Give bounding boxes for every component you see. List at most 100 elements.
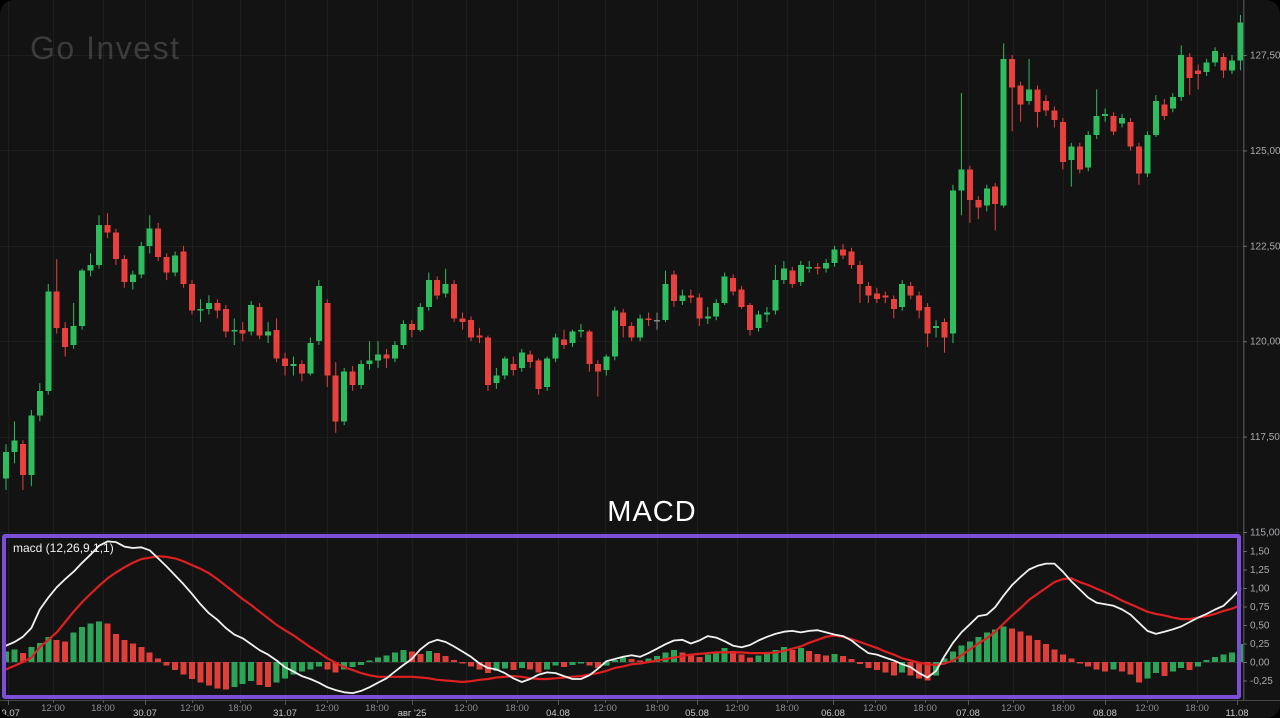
macd-histogram-bar bbox=[1127, 662, 1134, 675]
candle-body bbox=[1034, 89, 1041, 113]
macd-histogram-bar bbox=[163, 662, 170, 666]
macd-histogram-bar bbox=[1085, 662, 1092, 667]
macd-histogram-bar bbox=[577, 662, 584, 664]
macd-histogram-bar bbox=[654, 656, 661, 662]
macd-histogram-bar bbox=[349, 662, 356, 668]
time-axis-label: 07.08 bbox=[956, 708, 980, 718]
macd-histogram-bar bbox=[501, 662, 508, 669]
candle-body bbox=[958, 169, 965, 191]
candle-body bbox=[1144, 135, 1151, 174]
macd-axis-label: -0,25 bbox=[1250, 676, 1273, 687]
macd-histogram-bar bbox=[1026, 635, 1033, 662]
macd-histogram-bar bbox=[28, 647, 35, 662]
macd-axis-label: 1,25 bbox=[1250, 565, 1270, 576]
macd-histogram-bar bbox=[1051, 649, 1058, 662]
price-axis-label: 125,00 bbox=[1250, 146, 1280, 157]
macd-histogram-bar bbox=[738, 654, 745, 662]
time-axis-label: 18:00 bbox=[365, 703, 389, 714]
macd-histogram-bar bbox=[662, 652, 669, 662]
candle-body bbox=[36, 390, 43, 416]
time-axis-label: 12:00 bbox=[315, 703, 339, 714]
macd-histogram-bar bbox=[332, 662, 339, 673]
candle-body bbox=[19, 444, 26, 475]
macd-histogram-bar bbox=[205, 662, 212, 686]
macd-histogram-bar bbox=[96, 621, 103, 662]
macd-histogram-bar bbox=[1034, 639, 1041, 662]
macd-histogram-bar bbox=[1068, 658, 1075, 662]
macd-histogram-bar bbox=[468, 662, 475, 667]
candle-body bbox=[425, 280, 432, 307]
candle-body bbox=[941, 322, 948, 338]
grid-lines bbox=[0, 0, 1243, 700]
macd-histogram-bar bbox=[831, 653, 838, 662]
candle-body bbox=[3, 451, 9, 479]
candle-body bbox=[797, 264, 804, 283]
candle-body bbox=[738, 289, 745, 307]
candle-body bbox=[527, 354, 534, 363]
candle-body bbox=[789, 270, 796, 284]
time-axis[interactable]: 29.07 12:00 18:00 30.07 12:00 18:00 31.07 12:00… bbox=[0, 700, 1249, 718]
candle-body bbox=[1042, 100, 1049, 111]
candle-body bbox=[763, 312, 770, 315]
macd-histogram-bar bbox=[231, 662, 238, 688]
candle-body bbox=[662, 283, 669, 321]
macd-histogram-bar bbox=[155, 658, 162, 662]
macd-histogram-bar bbox=[772, 650, 779, 662]
macd-histogram-bar bbox=[916, 662, 923, 679]
candle-body bbox=[442, 283, 449, 294]
candle-body bbox=[831, 249, 838, 263]
candle-body bbox=[975, 200, 982, 208]
candle-body bbox=[324, 303, 331, 376]
candle-body bbox=[400, 324, 407, 346]
macd-histogram-bar bbox=[265, 662, 272, 688]
macd-histogram-bar bbox=[594, 662, 601, 668]
candle-body bbox=[349, 371, 356, 386]
macd-histogram-bar bbox=[527, 662, 534, 670]
price-axis[interactable]: 127,50 125,00 122,50 120,00 117,50 115,00 bbox=[1243, 51, 1280, 539]
macd-axis-label: 1,50 bbox=[1250, 547, 1270, 558]
macd-histogram-bar bbox=[933, 662, 940, 676]
macd-histogram-bar bbox=[747, 657, 754, 662]
macd-panel bbox=[2, 540, 1243, 694]
macd-axis-label: 0,50 bbox=[1250, 621, 1270, 632]
macd-histogram-bar bbox=[687, 654, 694, 662]
candle-body bbox=[916, 295, 923, 311]
macd-histogram-bar bbox=[112, 633, 119, 662]
price-axis-label: 120,00 bbox=[1250, 337, 1280, 348]
candle-body bbox=[654, 320, 661, 322]
macd-histogram-bar bbox=[1178, 662, 1185, 668]
candle-body bbox=[172, 255, 179, 273]
candle-body bbox=[163, 257, 170, 273]
macd-histogram-bar bbox=[992, 629, 999, 662]
candle-body bbox=[189, 283, 196, 311]
candle-body bbox=[484, 337, 491, 386]
macd-histogram-bar bbox=[248, 662, 255, 682]
time-axis-label: 18:00 bbox=[91, 703, 115, 714]
macd-histogram-bar bbox=[958, 645, 965, 662]
candle-body bbox=[1178, 55, 1185, 97]
macd-histogram-bar bbox=[873, 662, 880, 671]
time-axis-label: 12:00 bbox=[41, 703, 65, 714]
candle-body bbox=[408, 324, 415, 330]
macd-histogram-bar bbox=[882, 662, 889, 673]
macd-histogram-bar bbox=[324, 662, 331, 670]
macd-histogram-bar bbox=[586, 662, 593, 666]
macd-histogram-bar bbox=[544, 662, 551, 670]
macd-histogram-bar bbox=[1169, 662, 1176, 672]
macd-histogram-bar bbox=[670, 650, 677, 662]
candle-body bbox=[679, 295, 686, 302]
macd-histogram-bar bbox=[721, 647, 728, 662]
macd-histogram-bar bbox=[1186, 662, 1193, 671]
candle-body bbox=[70, 325, 77, 346]
macd-histogram-bar bbox=[865, 662, 872, 668]
macd-histogram-bar bbox=[561, 662, 568, 668]
candle-body bbox=[1110, 116, 1117, 132]
candle-body bbox=[899, 283, 906, 307]
candle-body bbox=[391, 345, 398, 359]
macd-axis[interactable]: 1,50 1,25 1,00 0,75 0,50 0,25 0,00 -0,25 bbox=[1243, 547, 1273, 688]
macd-histogram-bar bbox=[391, 652, 398, 662]
macd-histogram-bar bbox=[70, 632, 77, 662]
candle-body bbox=[637, 318, 644, 338]
candle-body bbox=[1059, 121, 1066, 162]
